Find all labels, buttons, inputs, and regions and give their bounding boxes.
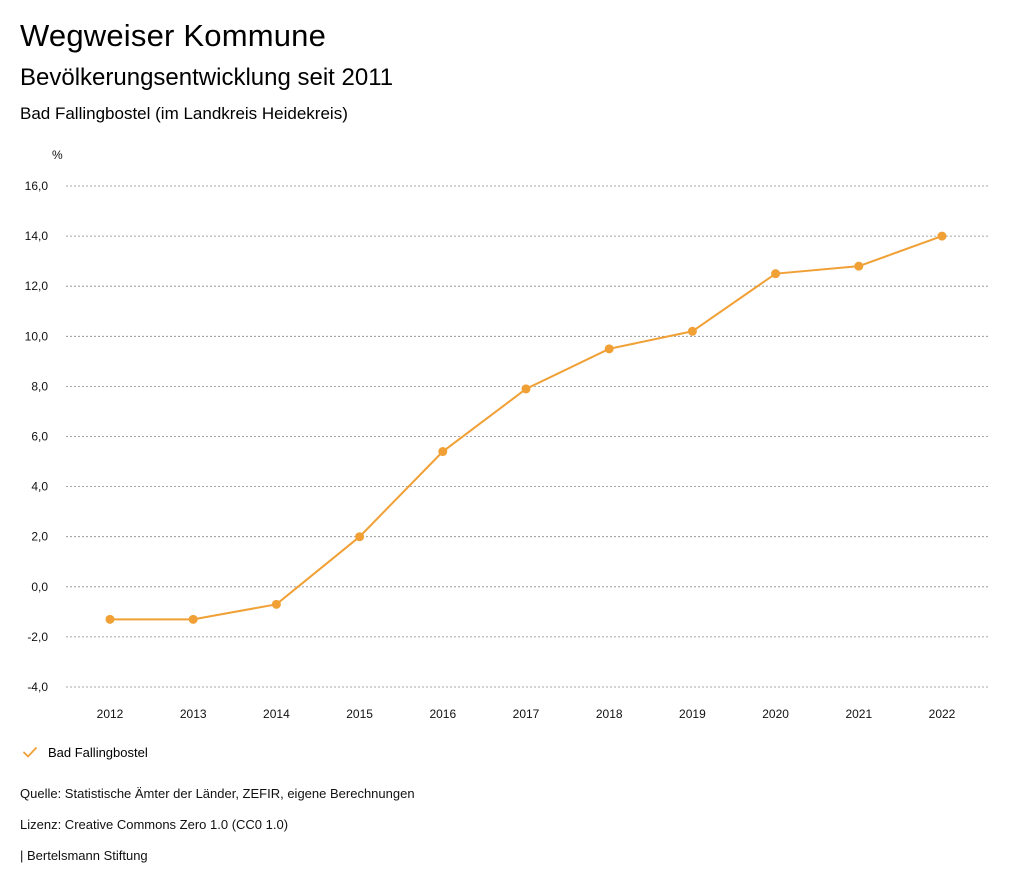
y-tick-label: 6,0 [31, 430, 48, 444]
data-point [521, 384, 531, 394]
grid-lines [66, 185, 990, 688]
data-point [105, 614, 115, 624]
x-tick-label: 2021 [845, 707, 872, 721]
page-title: Wegweiser Kommune [20, 18, 327, 53]
x-tick-label: 2013 [180, 707, 207, 721]
data-point [188, 614, 198, 624]
y-tick-label: 0,0 [31, 580, 48, 594]
series-line [110, 235, 943, 621]
y-tick-label: 12,0 [25, 279, 49, 293]
x-tick-label: 2015 [346, 707, 373, 721]
line-chart: % -4,0 -2,0 0,0 2,0 4,0 6,0 8,0 10,0 12,0 14,0 16,… [25, 148, 990, 721]
y-tick-label: 16,0 [25, 179, 49, 193]
data-point [355, 532, 365, 542]
y-tick-label: 14,0 [25, 229, 49, 243]
y-tick-label: 8,0 [31, 379, 48, 393]
data-point [271, 599, 281, 609]
license-note: Lizenz: Creative Commons Zero 1.0 (CC0 1… [20, 817, 289, 832]
data-point [771, 269, 781, 279]
check-icon [23, 747, 37, 758]
y-tick-label: 4,0 [31, 480, 48, 494]
data-point [604, 344, 614, 354]
data-point [438, 447, 448, 457]
data-point [937, 231, 947, 241]
x-tick-label: 2018 [596, 707, 623, 721]
x-tick-label: 2014 [263, 707, 290, 721]
y-tick-label: 2,0 [31, 530, 48, 544]
x-axis-ticks: 2012 2013 2014 2015 2016 2017 2018 2019 2020 2021… [97, 707, 956, 721]
data-point [687, 326, 697, 336]
y-axis-ticks: -4,0 -2,0 0,0 2,0 4,0 6,0 8,0 10,0 12,0 14,0 16,0 [25, 179, 49, 694]
legend[interactable]: Bad Fallingbostel [22, 744, 148, 760]
series-group [105, 231, 947, 624]
x-tick-label: 2016 [429, 707, 456, 721]
legend-label: Bad Fallingbostel [48, 744, 148, 760]
x-tick-label: 2020 [762, 707, 789, 721]
x-tick-label: 2017 [513, 707, 540, 721]
data-point [854, 261, 864, 271]
x-tick-label: 2022 [929, 707, 956, 721]
chart-subtitle: Bevölkerungsentwicklung seit 2011 [20, 64, 394, 91]
x-tick-label: 2012 [97, 707, 124, 721]
y-tick-label: 10,0 [25, 329, 49, 343]
region-label: Bad Fallingbostel (im Landkreis Heidekre… [20, 104, 348, 123]
y-tick-label: -4,0 [27, 680, 48, 694]
source-note: Quelle: Statistische Ämter der Länder, Z… [20, 786, 415, 801]
y-tick-label: -2,0 [27, 630, 48, 644]
publisher-note[interactable]: | Bertelsmann Stiftung [20, 848, 148, 863]
x-tick-label: 2019 [679, 707, 706, 721]
y-axis-unit: % [52, 148, 63, 162]
